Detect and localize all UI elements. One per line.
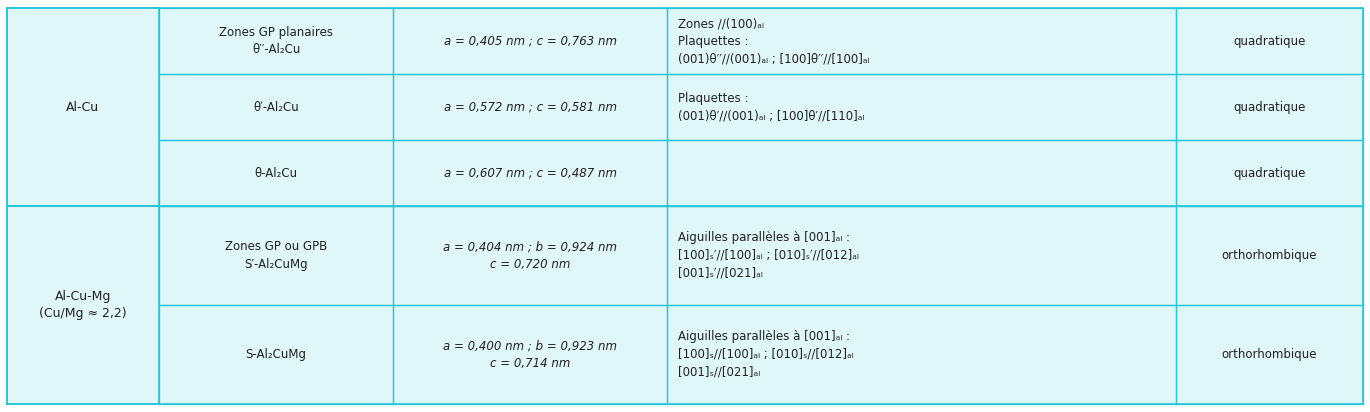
Text: orthorhombique: orthorhombique [1222,348,1318,361]
Bar [667,206,1175,305]
Text: a = 0,405 nm ; c = 0,763 nm: a = 0,405 nm ; c = 0,763 nm [444,35,616,48]
Bar [159,140,393,206]
Text: Zones GP ou GPB
S′-Al₂CuMg: Zones GP ou GPB S′-Al₂CuMg [225,240,327,271]
Bar [1175,74,1363,140]
Text: S-Al₂CuMg: S-Al₂CuMg [245,348,307,361]
Bar [159,206,393,305]
Text: Al-Cu: Al-Cu [66,101,100,114]
Text: Zones //(100)ₐₗ
Plaquettes :
(001)θ′′//(001)ₐₗ ; [100]θ′′//[100]ₐₗ: Zones //(100)ₐₗ Plaquettes : (001)θ′′//(… [678,17,870,65]
Bar [393,8,667,74]
Text: Zones GP planaires
θ′′-Al₂Cu: Zones GP planaires θ′′-Al₂Cu [219,26,333,56]
Bar [159,8,393,74]
Bar [1175,206,1363,305]
Bar [7,8,159,74]
Bar [7,140,159,206]
Text: Plaquettes :
(001)θ′//(001)ₐₗ ; [100]θ′//[110]ₐₗ: Plaquettes : (001)θ′//(001)ₐₗ ; [100]θ′/… [678,92,864,122]
Text: Aiguilles parallèles à [001]ₐₗ :
[100]ₛ//[100]ₐₗ ; [010]ₛ//[012]ₐₗ
[001]ₛ//[021]: Aiguilles parallèles à [001]ₐₗ : [100]ₛ/… [678,330,854,378]
Bar [667,140,1175,206]
Bar [1175,140,1363,206]
Bar [667,305,1175,404]
Bar [7,206,159,305]
Text: θ-Al₂Cu: θ-Al₂Cu [255,166,297,180]
Bar [393,74,667,140]
Text: a = 0,404 nm ; b = 0,924 nm
c = 0,720 nm: a = 0,404 nm ; b = 0,924 nm c = 0,720 nm [444,240,618,271]
Bar [7,305,159,404]
Bar [1175,305,1363,404]
Text: Al-Cu-Mg
(Cu/Mg ≈ 2,2): Al-Cu-Mg (Cu/Mg ≈ 2,2) [38,290,126,320]
Bar [393,206,667,305]
Text: quadratique: quadratique [1233,35,1306,48]
Bar [393,305,667,404]
Bar [159,305,393,404]
Bar [1175,8,1363,74]
Bar [667,74,1175,140]
Text: orthorhombique: orthorhombique [1222,249,1318,262]
Text: θ′-Al₂Cu: θ′-Al₂Cu [253,101,299,114]
Text: a = 0,400 nm ; b = 0,923 nm
c = 0,714 nm: a = 0,400 nm ; b = 0,923 nm c = 0,714 nm [444,339,618,370]
Text: a = 0,607 nm ; c = 0,487 nm: a = 0,607 nm ; c = 0,487 nm [444,166,616,180]
Text: Aiguilles parallèles à [001]ₐₗ :
[100]ₛ′//[100]ₐₗ ; [010]ₛ′//[012]ₐₗ
[001]ₛ′//[0: Aiguilles parallèles à [001]ₐₗ : [100]ₛ′… [678,232,859,279]
Bar [159,74,393,140]
Bar [7,74,159,140]
Bar [667,8,1175,74]
Text: quadratique: quadratique [1233,101,1306,114]
Text: quadratique: quadratique [1233,166,1306,180]
Bar [393,140,667,206]
Text: a = 0,572 nm ; c = 0,581 nm: a = 0,572 nm ; c = 0,581 nm [444,101,616,114]
